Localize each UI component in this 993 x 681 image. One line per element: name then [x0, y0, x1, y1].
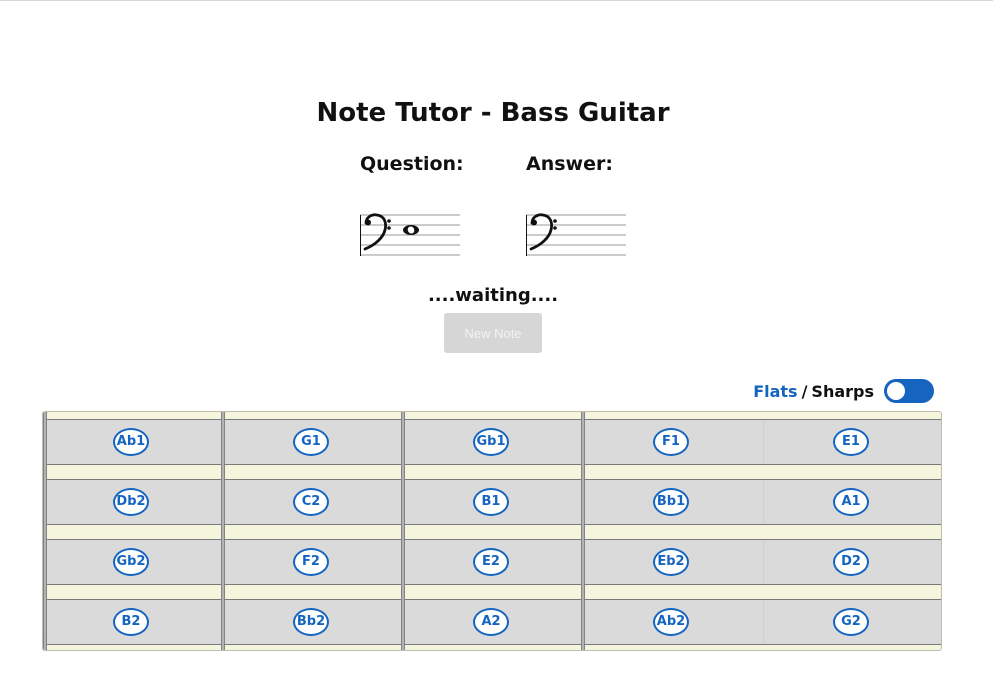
fret-divider — [763, 540, 764, 584]
note-button[interactable]: B1 — [473, 488, 509, 516]
answer-staff — [526, 213, 626, 256]
note-button[interactable]: A2 — [473, 608, 509, 636]
fret-wire — [221, 412, 225, 650]
top-border — [0, 0, 993, 1]
switch-knob — [887, 382, 905, 400]
note-button[interactable]: Bb2 — [293, 608, 329, 636]
fret-divider — [763, 600, 764, 644]
note-button[interactable]: E2 — [473, 548, 509, 576]
note-button[interactable]: F1 — [653, 428, 689, 456]
note-button[interactable]: F2 — [293, 548, 329, 576]
note-button[interactable]: D2 — [833, 548, 869, 576]
fret-wire — [401, 412, 405, 650]
note-button[interactable]: A1 — [833, 488, 869, 516]
note-button[interactable]: Bb1 — [653, 488, 689, 516]
new-note-button[interactable]: New Note — [444, 313, 542, 353]
answer-label: Answer: — [526, 153, 613, 175]
note-button[interactable]: B2 — [113, 608, 149, 636]
bass-clef-icon — [363, 213, 391, 251]
fret-divider — [763, 420, 764, 464]
note-button[interactable]: Eb2 — [653, 548, 689, 576]
question-label: Question: — [360, 153, 464, 175]
note-button[interactable]: Db2 — [113, 488, 149, 516]
fret-wire — [581, 412, 585, 650]
note-button[interactable]: Ab1 — [113, 428, 149, 456]
note-button[interactable]: Gb1 — [473, 428, 509, 456]
flats-sharps-switch[interactable] — [884, 379, 934, 403]
fret-wire — [43, 412, 47, 650]
bass-clef-icon — [529, 213, 557, 251]
page-title: Note Tutor - Bass Guitar — [316, 98, 670, 128]
note-button[interactable]: Gb2 — [113, 548, 149, 576]
sharps-label: Sharps — [811, 381, 874, 401]
whole-note-icon — [403, 225, 419, 235]
status-text: ....waiting.... — [427, 285, 559, 306]
accidental-toggle-row: Flats / Sharps — [753, 378, 934, 404]
question-staff — [360, 213, 460, 256]
note-button[interactable]: E1 — [833, 428, 869, 456]
string-row — [43, 599, 941, 645]
note-button[interactable]: Ab2 — [653, 608, 689, 636]
note-button[interactable]: C2 — [293, 488, 329, 516]
fret-divider — [763, 480, 764, 524]
note-button[interactable]: G1 — [293, 428, 329, 456]
note-button[interactable]: G2 — [833, 608, 869, 636]
fretboard: Ab1 G1 Gb1 F1 E1 Db2 C2 B1 Bb1 A1 Gb2 F2 E2 Eb2 D2 B2 Bb… — [42, 411, 942, 651]
flats-label: Flats — [753, 381, 798, 401]
toggle-separator: / — [801, 381, 808, 401]
